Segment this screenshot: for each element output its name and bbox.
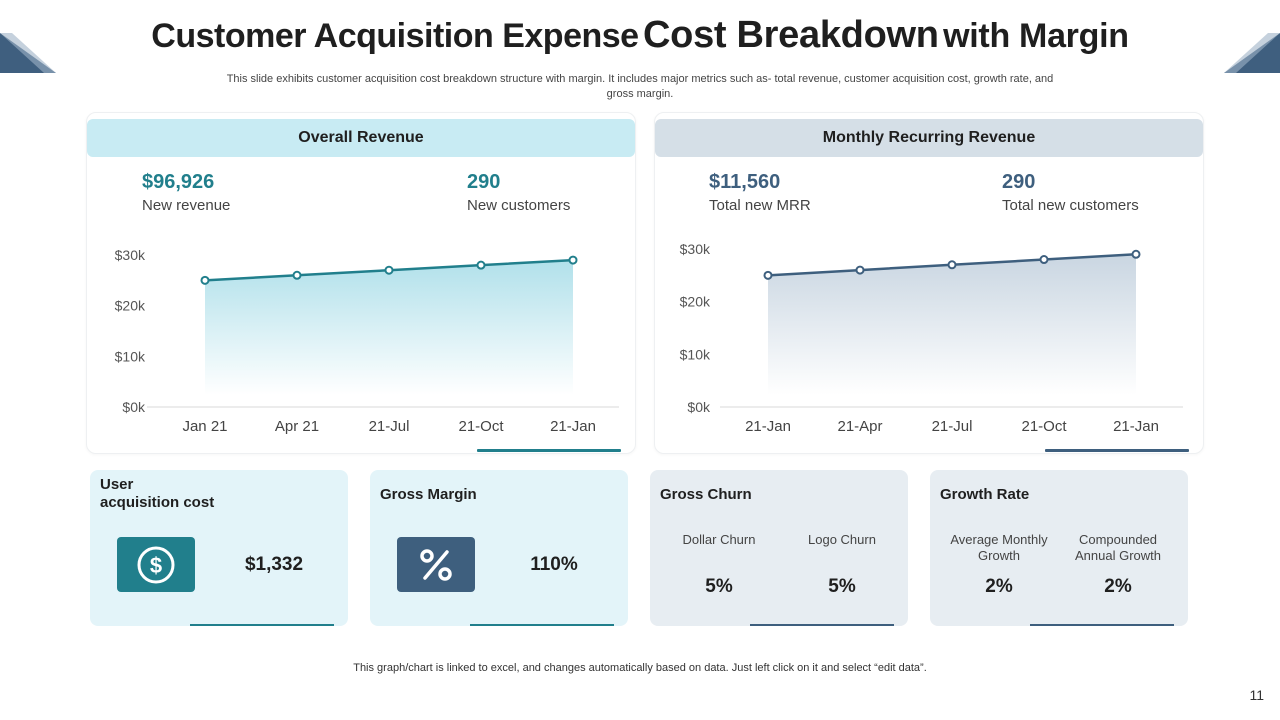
x-tick-label: 21-Jul: [369, 418, 410, 435]
y-tick-label: $10k: [680, 346, 711, 362]
corner-decoration-left: [0, 33, 56, 73]
new-customers-value: 290: [467, 171, 501, 193]
data-point: [1039, 255, 1049, 265]
y-tick-label: $30k: [680, 241, 711, 257]
y-tick-label: $30k: [115, 247, 146, 263]
logo-churn-value: 5%: [828, 576, 856, 597]
data-point: [476, 260, 486, 270]
card-title: Gross Churn: [660, 486, 752, 503]
area-fill: [205, 260, 573, 395]
card-title: Gross Margin: [380, 486, 477, 503]
data-point: [855, 265, 865, 275]
panel-underline: [477, 449, 621, 452]
data-point: [200, 275, 210, 285]
user-acquisition-cost-card: User acquisition cost $ $1,332: [90, 470, 348, 626]
card-underline: [470, 624, 614, 626]
dollar-churn-value: 5%: [705, 576, 733, 597]
data-point: [384, 265, 394, 275]
user-acquisition-cost-value: $1,332: [244, 554, 304, 575]
overall-revenue-panel: Overall Revenue $96,926 New revenue 290 …: [86, 112, 636, 454]
y-tick-label: $20k: [680, 294, 711, 310]
total-new-mrr-value: $11,560: [709, 171, 781, 193]
data-point: [763, 270, 773, 280]
footnote: This graph/chart is linked to excel, and…: [353, 662, 927, 674]
percent-icon: [397, 537, 475, 592]
title-part-3: with Margin: [943, 17, 1129, 55]
gross-margin-card: Gross Margin 110%: [370, 470, 628, 626]
page-number: 11: [1249, 687, 1264, 703]
overall-revenue-header: Overall Revenue: [87, 119, 635, 157]
data-point: [568, 255, 578, 265]
x-tick-label: Jan 21: [182, 418, 227, 435]
data-point: [1131, 249, 1141, 259]
mrr-header: Monthly Recurring Revenue: [655, 119, 1203, 157]
y-tick-label: $0k: [687, 399, 711, 415]
x-tick-label: 21-Jan: [550, 418, 596, 435]
subtitle: This slide exhibits customer acquisition…: [226, 73, 1054, 100]
x-tick-label: Apr 21: [275, 418, 319, 435]
gross-margin-value: 110%: [530, 554, 578, 575]
page-title: Customer Acquisition Expense Cost Breakd…: [0, 14, 1280, 57]
data-point: [947, 260, 957, 270]
compounded-annual-growth-value: 2%: [1104, 576, 1132, 597]
average-monthly-growth-value: 2%: [985, 576, 1013, 597]
growth-rate-card: Growth Rate Average Monthly Growth 2% Co…: [930, 470, 1188, 626]
x-tick-label: 21-Jan: [745, 418, 791, 435]
svg-text:$: $: [150, 553, 162, 578]
new-customers-label: New customers: [467, 197, 571, 214]
dollar-circle-icon: $: [117, 537, 195, 592]
mrr-chart: $30k $20k $10k $0k 21-Jan 21-Apr 21-Jul 21-Oct 2…: [680, 241, 1183, 435]
card-underline: [190, 624, 334, 626]
total-new-mrr-label: Total new MRR: [709, 197, 811, 214]
y-tick-label: $20k: [115, 298, 146, 314]
card-title-line-1: User: [100, 476, 134, 493]
total-new-customers-label: Total new customers: [1002, 197, 1139, 214]
x-tick-label: 21-Apr: [837, 418, 882, 435]
logo-churn-label: Logo Churn: [808, 532, 876, 547]
overall-revenue-chart: $30k $20k $10k $0k Jan 21 Apr 21 21-Jul 21-Oct 2…: [115, 247, 619, 435]
corner-decoration-right: [1224, 33, 1280, 73]
card-underline: [1030, 624, 1174, 626]
data-point: [292, 270, 302, 280]
area-fill: [768, 254, 1136, 395]
title-part-2: Cost Breakdown: [643, 14, 939, 56]
x-tick-label: 21-Jan: [1113, 418, 1159, 435]
compounded-annual-growth-label: Compounded Annual Growth: [1075, 532, 1161, 563]
gross-churn-card: Gross Churn Dollar Churn 5% Logo Churn 5…: [650, 470, 908, 626]
x-tick-label: 21-Oct: [458, 418, 504, 435]
x-tick-label: 21-Jul: [932, 418, 973, 435]
average-monthly-growth-label: Average Monthly Growth: [950, 532, 1048, 563]
card-title-line-2: acquisition cost: [100, 494, 215, 511]
x-tick-label: 21-Oct: [1021, 418, 1067, 435]
card-title: Growth Rate: [940, 486, 1030, 503]
mrr-panel: Monthly Recurring Revenue $11,560 Total …: [654, 112, 1204, 454]
total-new-customers-value: 290: [1002, 171, 1036, 193]
panel-underline: [1045, 449, 1189, 452]
card-underline: [750, 624, 894, 626]
new-revenue-label: New revenue: [142, 197, 231, 214]
new-revenue-value: $96,926: [142, 171, 215, 193]
y-tick-label: $10k: [115, 348, 146, 364]
card-title: User acquisition cost: [100, 476, 214, 512]
y-tick-label: $0k: [122, 399, 146, 415]
dollar-churn-label: Dollar Churn: [682, 532, 756, 547]
title-part-1: Customer Acquisition Expense: [151, 17, 639, 55]
